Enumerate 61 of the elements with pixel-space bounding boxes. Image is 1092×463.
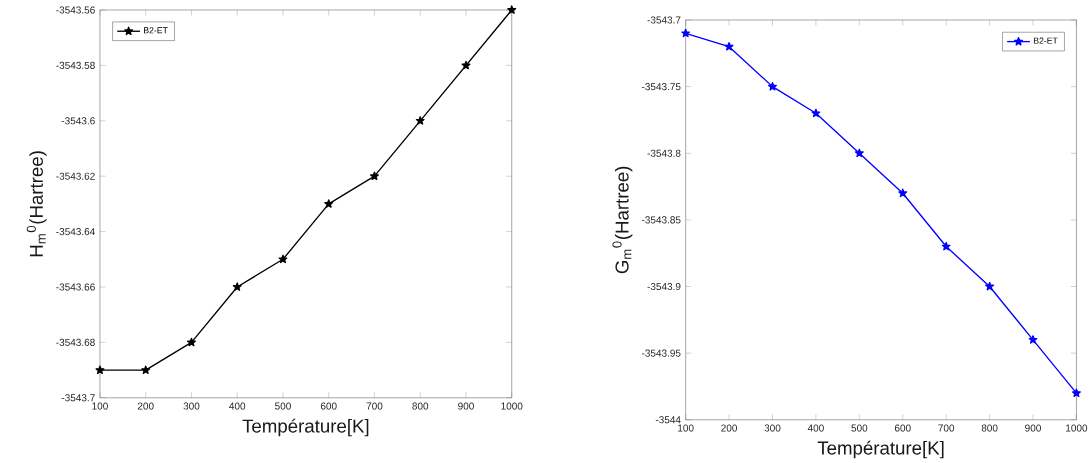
y-tick-label: -3543.62: [56, 172, 95, 180]
y-tick-label: -3543.9: [647, 283, 681, 291]
point: [278, 254, 288, 264]
point: [898, 188, 908, 198]
legend-label: B2-ET: [144, 27, 168, 34]
y-tick-label: -3543.56: [56, 6, 95, 14]
point: [811, 108, 821, 118]
y-tick-label: -3544: [655, 416, 681, 424]
point: [186, 337, 196, 347]
x-tick-label: 500: [851, 424, 868, 432]
point: [324, 199, 334, 208]
x-tick-label: 200: [137, 402, 154, 410]
x-tick-label: 700: [938, 424, 955, 432]
x-tick-label: 800: [412, 402, 429, 410]
x-tick-label: 300: [183, 402, 200, 410]
legend-label: B2-ET: [1033, 37, 1058, 44]
x-tick-label: 100: [92, 402, 108, 410]
y-tick-label: -3543.95: [641, 349, 681, 357]
point: [415, 116, 425, 125]
y-axis-title: G$_{m}$$^{0}$(Hartree): [612, 166, 633, 274]
x-tick-label: 800: [981, 424, 998, 432]
x-axis-title: Température[K]: [817, 440, 944, 459]
x-tick-label: 300: [764, 424, 781, 432]
point: [768, 82, 777, 91]
x-tick-label: 900: [458, 402, 474, 410]
x-axis-title: Température[K]: [242, 418, 369, 437]
point: [985, 281, 995, 291]
y-tick-label: -3543.75: [641, 83, 681, 91]
x-tick-label: 400: [807, 424, 824, 432]
point: [1028, 335, 1038, 344]
x-tick-label: 600: [894, 424, 911, 432]
point: [941, 241, 951, 251]
y-tick-label: -3543.7: [647, 16, 681, 24]
x-tick-label: 600: [320, 402, 337, 410]
point: [232, 282, 242, 292]
point: [681, 28, 691, 38]
x-tick-label: 200: [721, 424, 738, 432]
y-tick-label: -3543.6: [61, 117, 95, 125]
point: [854, 148, 864, 158]
point: [141, 365, 151, 375]
point: [507, 5, 517, 15]
y-tick-label: -3543.85: [641, 216, 681, 224]
point: [461, 60, 471, 70]
point: [1071, 388, 1081, 398]
y-tick-label: -3543.58: [56, 61, 95, 70]
x-tick-label: 100: [678, 424, 694, 432]
y-tick-label: -3543.68: [56, 338, 95, 347]
x-tick-label: 1000: [501, 402, 523, 410]
x-tick-label: 900: [1025, 424, 1041, 432]
y-tick-label: -3543.8: [647, 149, 681, 157]
y-axis-title: H$_{m}$$^{0}$(Hartree): [26, 151, 47, 257]
x-tick-label: 500: [275, 402, 291, 410]
point: [724, 42, 734, 51]
y-tick-label: -3543.64: [56, 228, 95, 236]
x-tick-label: 400: [229, 402, 246, 410]
y-tick-label: -3543.66: [56, 283, 95, 291]
x-tick-label: 700: [366, 402, 383, 410]
point: [95, 365, 105, 375]
x-tick-label: 1000: [1066, 424, 1088, 432]
point: [370, 171, 379, 181]
y-tick-label: -3543.7: [61, 394, 95, 402]
